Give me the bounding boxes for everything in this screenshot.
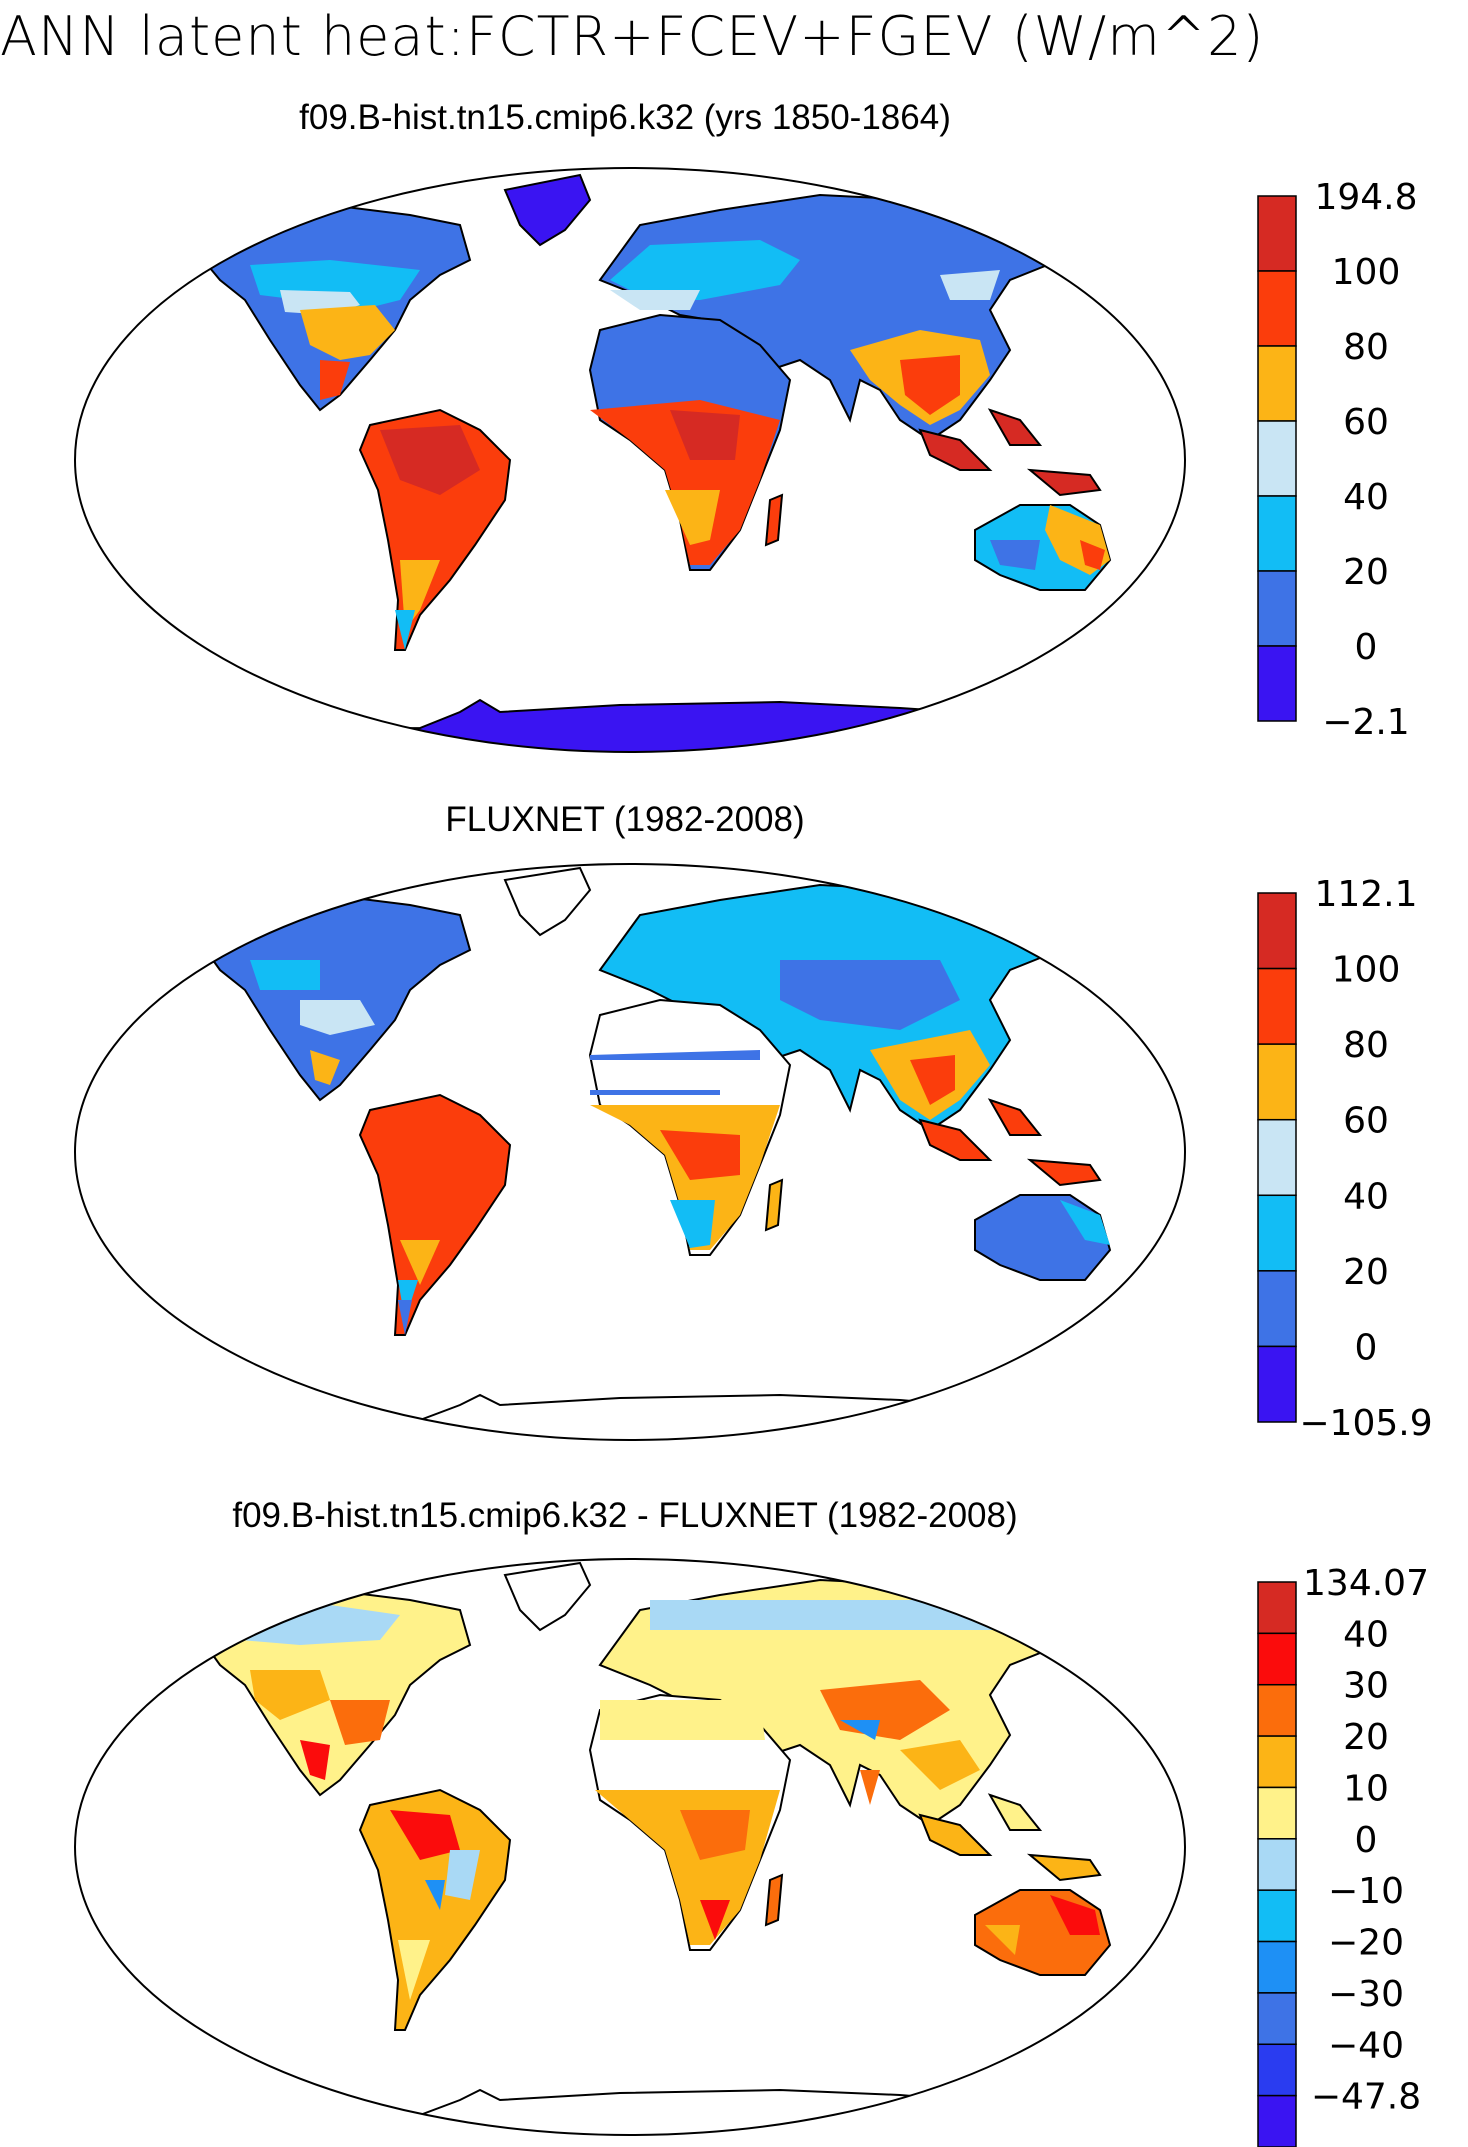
colorbar-swatch — [1257, 892, 1297, 970]
colorbar-tick-label: 80 — [1343, 327, 1389, 368]
land-fill-model — [193, 173, 1152, 752]
colorbar-swatch — [1257, 1632, 1297, 1686]
africa — [588, 998, 792, 1256]
colorbar-swatch — [1257, 195, 1297, 272]
colorbar-tick-label: 194.8 — [1314, 177, 1417, 218]
map-outline — [74, 1558, 1186, 2136]
eurasia — [598, 883, 1061, 1132]
land-fill-diff — [193, 1561, 1152, 2126]
colorbar-tick-label: −20 — [1328, 1923, 1404, 1964]
colorbar-swatch — [1257, 1940, 1297, 1994]
colorbar-swatch — [1257, 1889, 1297, 1943]
colorbar-tick-label: 40 — [1343, 1614, 1389, 1655]
panel-title-model: f09.B-hist.tn15.cmip6.k32 (yrs 1850-1864… — [299, 98, 951, 137]
colorbar-swatch — [1257, 1786, 1297, 1840]
greenland — [503, 1561, 592, 1632]
colorbar-swatch — [1257, 495, 1297, 572]
colorbar-swatch — [1257, 967, 1297, 1045]
colorbar-tick-label: 40 — [1343, 477, 1389, 518]
colorbar-tick-label: 100 — [1332, 252, 1401, 293]
colorbar-tick-label: 60 — [1343, 402, 1389, 443]
colorbar-swatch — [1257, 1118, 1297, 1197]
colorbar-swatch — [1257, 2043, 1297, 2097]
colorbar-tick-label: 30 — [1343, 1666, 1389, 1707]
figure-title: ANN latent heat:FCTR+FCEV+FGEV (W/m^2) — [0, 5, 1265, 68]
colorbar-swatch — [1257, 1194, 1297, 1272]
colorbar-obs: 112.1 100 80 60 40 20 0 −105.9 — [1257, 874, 1433, 1444]
colorbar-tick-label: 20 — [1343, 552, 1389, 593]
north-america — [193, 1588, 472, 1797]
colorbar-swatch — [1257, 420, 1297, 497]
colorbar-swatch — [1257, 1992, 1297, 2046]
map-model: 194.8 100 80 60 40 20 0 −2.1 — [74, 167, 1418, 753]
colorbar-swatch — [1257, 1838, 1297, 1891]
colorbar-swatch — [1257, 1683, 1297, 1737]
antarctica — [239, 2088, 1061, 2126]
greenland — [503, 173, 592, 247]
antarctica — [239, 1393, 1061, 1431]
colorbar-swatch — [1257, 270, 1297, 347]
colorbar-tick-label: 0 — [1355, 627, 1378, 668]
eurasia — [598, 1578, 1061, 1827]
colorbar-tick-label: 100 — [1332, 950, 1401, 991]
colorbar-tick-label: 10 — [1343, 1768, 1389, 1809]
colorbar-swatch — [1257, 645, 1297, 722]
colorbar-diff: 134.07 40 30 20 10 0 −10 −20 −30 −40 −47.8 — [1257, 1563, 1429, 2147]
colorbar-tick-label: 60 — [1343, 1101, 1389, 1142]
colorbar-tick-label: 40 — [1343, 1176, 1389, 1217]
colorbar-swatch — [1257, 1735, 1297, 1789]
colorbar-swatch — [1257, 1581, 1297, 1635]
colorbar-tick-label: −105.9 — [1299, 1403, 1432, 1444]
australia — [974, 1194, 1112, 1281]
colorbar-tick-label: −47.8 — [1311, 2077, 1421, 2118]
north-america — [193, 893, 472, 1102]
panel-model: f09.B-hist.tn15.cmip6.k32 (yrs 1850-1864… — [0, 0, 1468, 753]
colorbar-tick-label: −30 — [1328, 1974, 1404, 2015]
colorbar-tick-label: −2.1 — [1322, 702, 1409, 743]
south-america — [358, 1788, 512, 2031]
colorbar-tick-label: 0 — [1355, 1327, 1378, 1368]
colorbar-tick-label: 20 — [1343, 1717, 1389, 1758]
panel-title-obs: FLUXNET (1982-2008) — [445, 800, 805, 839]
colorbar-tick-label: 80 — [1343, 1025, 1389, 1066]
map-outline — [74, 863, 1186, 1441]
colorbar-tick-label: −10 — [1328, 1871, 1404, 1912]
africa — [588, 1693, 792, 1951]
colorbar-swatch — [1257, 1345, 1297, 1423]
australia — [974, 1889, 1112, 1976]
map-outline — [74, 167, 1186, 753]
colorbar-tick-label: 0 — [1355, 1820, 1378, 1861]
panel-title-diff: f09.B-hist.tn15.cmip6.k32 - FLUXNET (198… — [232, 1496, 1018, 1535]
colorbar-swatch — [1257, 2094, 1297, 2147]
colorbar-swatch — [1257, 570, 1297, 647]
colorbar-tick-label: 112.1 — [1314, 874, 1417, 915]
south-america — [358, 1093, 512, 1336]
colorbar-swatch — [1257, 1270, 1297, 1348]
colorbar-swatch — [1257, 1043, 1297, 1121]
colorbar-tick-label: 20 — [1343, 1252, 1389, 1293]
land-fill-obs — [193, 866, 1152, 1431]
greenland — [503, 866, 592, 937]
colorbar-tick-label: −40 — [1328, 2025, 1404, 2066]
colorbar-tick-label: 134.07 — [1303, 1563, 1429, 1604]
colorbar-model: 194.8 100 80 60 40 20 0 −2.1 — [1257, 177, 1418, 743]
colorbar-swatch — [1257, 345, 1297, 422]
